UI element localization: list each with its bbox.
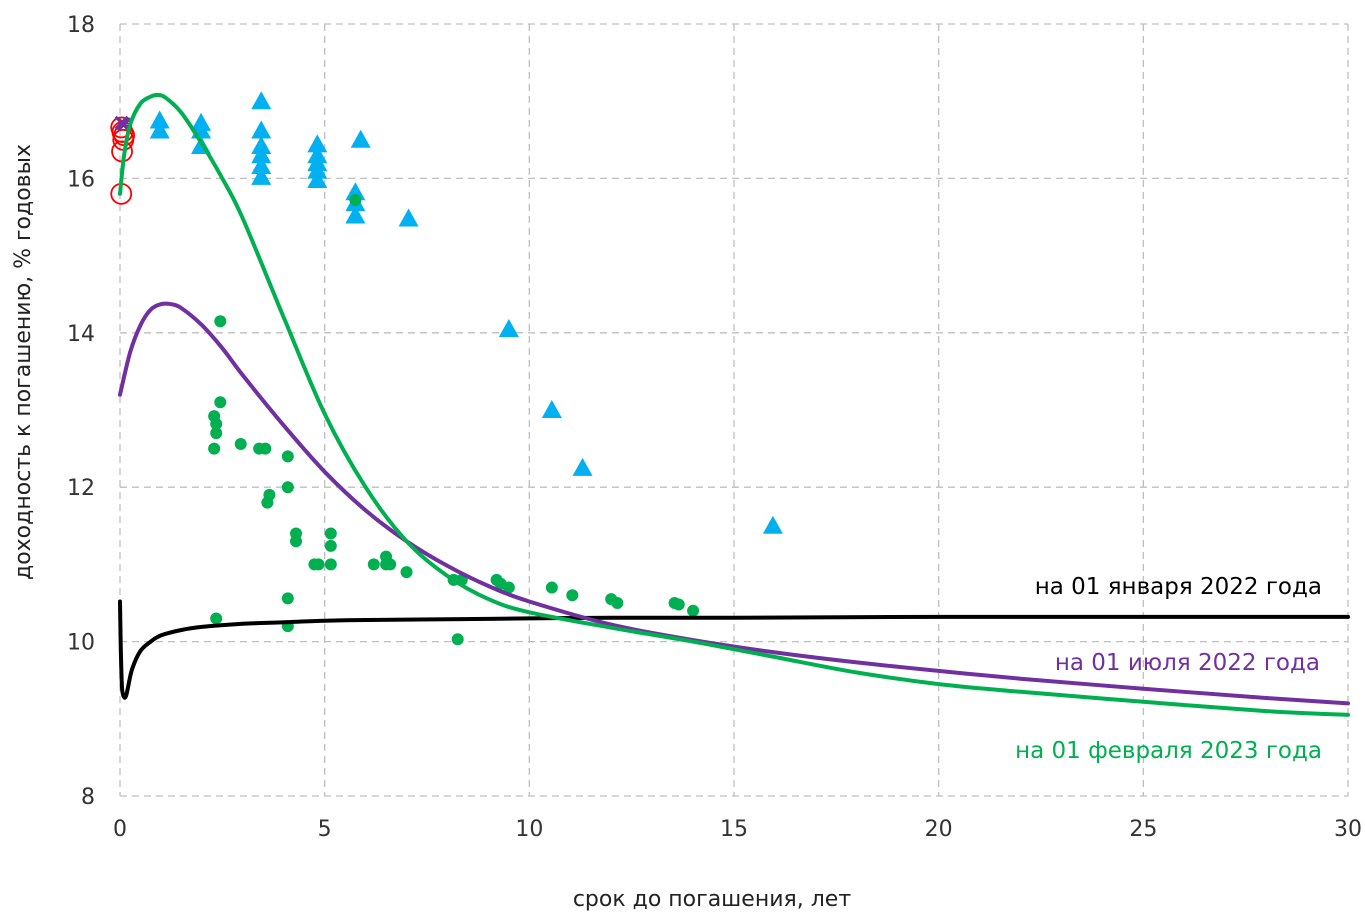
bond-point-circle [259, 442, 272, 455]
y-tick-label: 16 [67, 167, 95, 192]
bond-point-circle [290, 535, 303, 548]
bond-point-circle [451, 633, 464, 646]
x-tick-label: 25 [1129, 817, 1157, 842]
bond-point-triangle [498, 318, 519, 337]
grid [119, 23, 1349, 797]
bond-point-circle [672, 598, 685, 611]
yield-curve-1 [118, 301, 1350, 706]
curve-label-feb-2023: на 01 февраля 2023 года [1015, 738, 1322, 764]
bond-point-triangle [762, 515, 783, 534]
bond-point-circle [208, 442, 221, 455]
x-tick-label: 15 [720, 817, 748, 842]
bond-point-circle [566, 589, 579, 602]
bond-point-triangle [251, 120, 272, 139]
bond-point-circle [349, 194, 362, 207]
x-axis-ticks: 0 5 10 15 20 25 30 [113, 817, 1362, 842]
bond-point-circle [214, 396, 227, 409]
bond-point-triangle [307, 169, 328, 188]
y-axis-ticks: 8 10 12 14 16 18 [67, 13, 95, 810]
bond-point-circle [214, 315, 227, 328]
yield-curves [118, 92, 1350, 717]
bond-point-circle [281, 450, 294, 463]
bond-point-triangle [251, 135, 272, 154]
bond-point-triangle [572, 457, 593, 476]
x-tick-label: 10 [515, 817, 543, 842]
bond-point-circle [545, 581, 558, 594]
scatter-points [110, 91, 783, 646]
bond-point-triangle [307, 160, 328, 179]
x-tick-label: 30 [1334, 817, 1362, 842]
bond-point-circle [234, 437, 247, 450]
bond-point-circle [324, 539, 337, 552]
bond-point-triangle [251, 145, 272, 164]
bond-point-circle [400, 566, 413, 579]
yield-curve-0 [118, 599, 1350, 700]
y-tick-label: 12 [67, 476, 95, 501]
bond-point-circle [324, 527, 337, 540]
bond-point-triangle [251, 166, 272, 185]
x-axis-title: срок до погашения, лет [573, 887, 852, 912]
curve-label-jan-2022: на 01 января 2022 года [1035, 574, 1322, 600]
y-tick-label: 8 [81, 785, 95, 810]
y-axis-title: доходность к погашению, % годовых [11, 144, 36, 580]
yield-curve-2 [118, 92, 1350, 717]
bond-point-circle [312, 558, 325, 571]
bond-point-circle [210, 612, 223, 625]
bond-point-circle [210, 427, 223, 440]
curve-label-jul-2022: на 01 июля 2022 года [1055, 650, 1320, 676]
bond-point-circle [611, 597, 624, 609]
bond-point-triangle [345, 182, 366, 201]
bond-point-circle [324, 558, 337, 571]
curve-labels: на 01 января 2022 года на 01 июля 2022 г… [1015, 574, 1322, 764]
bond-point-triangle [149, 120, 170, 139]
bond-point-circle [281, 592, 294, 605]
bond-point-circle [261, 496, 274, 509]
bond-point-triangle [350, 129, 371, 148]
bond-point-triangle [251, 156, 272, 175]
bond-point-circle [367, 558, 380, 571]
bond-point-triangle [251, 91, 272, 110]
x-tick-label: 0 [113, 817, 127, 842]
bond-point-triangle [345, 205, 366, 224]
y-tick-label: 18 [67, 13, 95, 38]
bond-point-triangle [398, 208, 419, 227]
bond-point-triangle [307, 134, 328, 153]
x-tick-label: 5 [318, 817, 332, 842]
bond-point-circle [502, 581, 515, 594]
bond-point-triangle [541, 400, 562, 418]
bond-point-circle [687, 604, 700, 617]
x-tick-label: 20 [925, 817, 953, 842]
y-tick-label: 10 [67, 631, 95, 656]
bond-point-circle [210, 417, 223, 430]
bond-point-circle [384, 558, 397, 571]
bond-point-triangle [149, 110, 170, 129]
bond-point-circle [281, 481, 294, 494]
y-tick-label: 14 [67, 322, 95, 347]
